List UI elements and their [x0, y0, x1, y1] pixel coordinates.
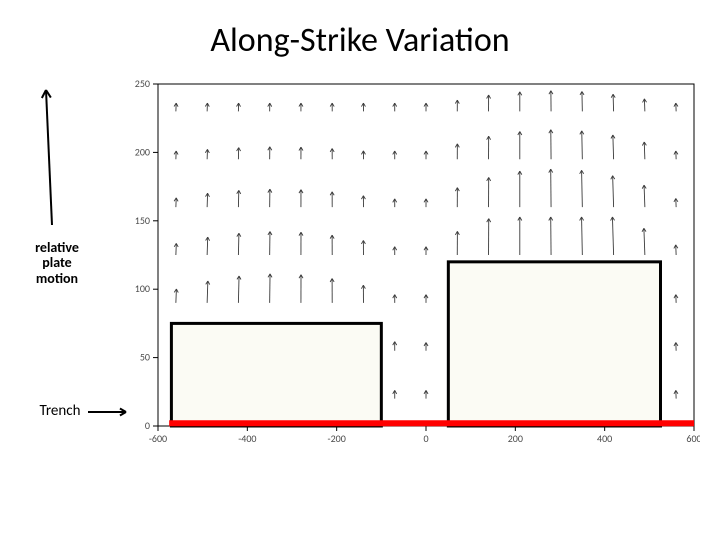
svg-text:-200: -200	[328, 432, 346, 445]
vector-field-plot: -600 -400 -200 0 200 400 600 0 50 100 150 200 250	[128, 78, 700, 452]
svg-text:100: 100	[135, 282, 150, 295]
svg-text:0: 0	[145, 419, 150, 432]
svg-text:150: 150	[135, 214, 150, 227]
slide-title: Along-Strike Variation	[0, 20, 720, 61]
svg-text:50: 50	[140, 351, 150, 364]
svg-text:200: 200	[135, 145, 150, 158]
svg-text:600: 600	[686, 432, 700, 445]
trench-label: Trench	[30, 403, 90, 420]
svg-text:200: 200	[508, 432, 523, 445]
svg-text:-400: -400	[238, 432, 256, 445]
svg-text:-600: -600	[149, 432, 167, 445]
relative-plate-motion-label: relative plate motion	[22, 240, 92, 286]
svg-text:400: 400	[597, 432, 612, 445]
svg-text:0: 0	[423, 432, 428, 445]
svg-text:250: 250	[135, 78, 150, 90]
